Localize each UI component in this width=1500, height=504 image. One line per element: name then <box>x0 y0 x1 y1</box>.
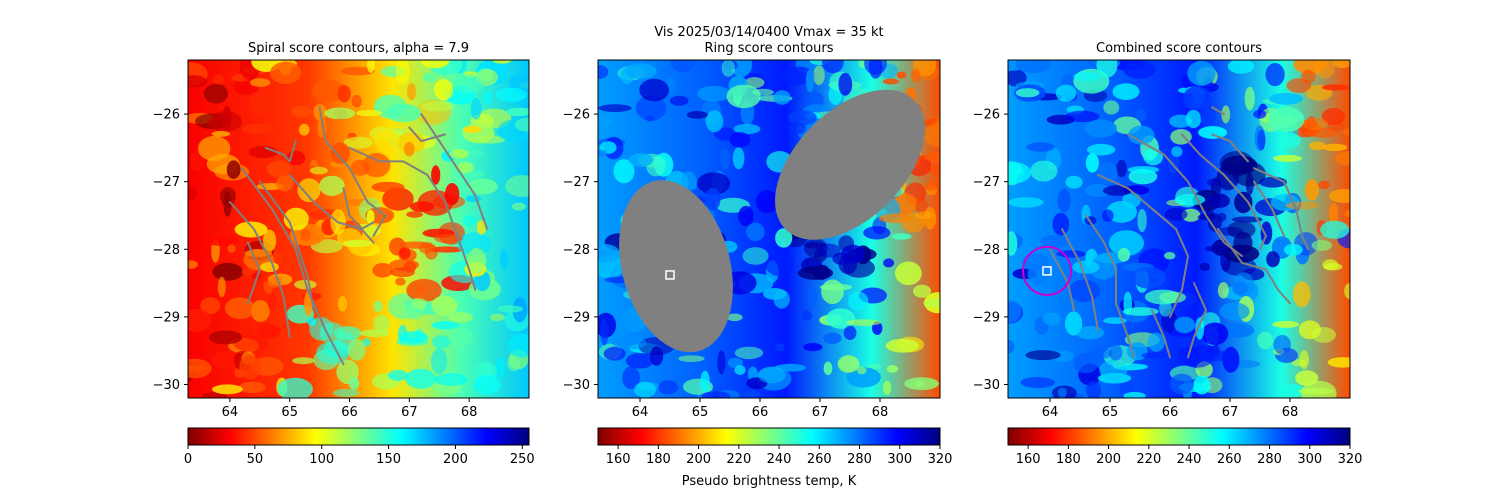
score-contour-7 <box>1211 133 1249 163</box>
y-tick-label: −29 <box>563 310 590 325</box>
y-tick-label: −28 <box>973 243 1000 258</box>
x-tick-label: 66 <box>752 405 769 420</box>
heatmap-field <box>1008 60 1350 398</box>
colorbar-tick-label: 200 <box>443 452 468 467</box>
colorbar-tick-label: 50 <box>247 452 264 467</box>
panel-3: Combined score contours 64 65 66 67 68 −26 −27 −… <box>973 41 1363 467</box>
colorbar-tick-label: 240 <box>767 452 792 467</box>
panel-title: Spiral score contours, alpha = 7.9 <box>248 41 469 56</box>
panel-1: Spiral score contours, alpha = 7.9 64 65 66… <box>153 41 535 467</box>
colorbar-tick-label: 160 <box>1016 452 1041 467</box>
score-contour-11 <box>420 113 489 230</box>
figure-suptitle: Vis 2025/03/14/0400 Vmax = 35 kt <box>654 25 883 40</box>
colorbar-tick-label: 150 <box>376 452 401 467</box>
axes-frame <box>597 59 941 399</box>
x-tick-label: 66 <box>341 405 358 420</box>
axes-frame <box>1007 59 1351 399</box>
y-tick-label: −30 <box>973 378 1000 393</box>
score-contour-2 <box>1085 214 1135 359</box>
colorbar-tick-label: 200 <box>686 452 711 467</box>
score-contour-8 <box>342 187 375 244</box>
axes-frame <box>187 59 530 399</box>
score-contour-6 <box>1181 133 1267 251</box>
y-tick-label: −26 <box>153 108 180 123</box>
score-contour-7 <box>288 173 375 230</box>
score-contour-3 <box>1061 228 1099 332</box>
y-tick-label: −30 <box>563 378 590 393</box>
score-contour-6 <box>318 106 387 237</box>
x-tick-label: 68 <box>872 405 889 420</box>
ring-score-region-2 <box>775 89 925 240</box>
x-tick-label: 66 <box>1162 405 1179 420</box>
y-tick-label: −30 <box>153 378 180 393</box>
score-contour-3 <box>228 201 291 339</box>
score-contour-12 <box>1187 282 1207 359</box>
y-tick-label: −29 <box>973 310 1000 325</box>
center-marker <box>665 270 675 280</box>
colorbar-tick-label: 220 <box>1136 452 1161 467</box>
colorbar-tick-label: 240 <box>1177 452 1202 467</box>
colorbar-tick-label: 160 <box>606 452 631 467</box>
score-contour-9 <box>1253 167 1309 251</box>
x-tick-label: 64 <box>632 405 649 420</box>
y-tick-label: −28 <box>563 243 590 258</box>
panel-title: Ring score contours <box>704 41 833 56</box>
colorbar-tick-label: 280 <box>847 452 872 467</box>
x-tick-label: 67 <box>401 405 418 420</box>
colorbar-tick-label: 220 <box>726 452 751 467</box>
score-contour-11 <box>1217 228 1291 305</box>
panel-title: Combined score contours <box>1096 41 1262 56</box>
score-contour-4 <box>246 241 261 305</box>
x-tick-label: 65 <box>692 405 709 420</box>
colorbar-label: Pseudo brightness temp, K <box>682 474 857 489</box>
score-contour-13 <box>1151 309 1171 359</box>
center-marker <box>1042 266 1052 276</box>
colorbar-tick-label: 250 <box>510 452 535 467</box>
ring-score-region-1 <box>619 180 733 353</box>
y-tick-label: −26 <box>563 108 590 123</box>
x-tick-label: 68 <box>1282 405 1299 420</box>
score-contour-1 <box>1097 173 1189 318</box>
colorbar <box>597 427 941 446</box>
y-tick-label: −27 <box>973 175 1000 190</box>
colorbar-tick-label: 320 <box>1338 452 1363 467</box>
colorbar-tick-label: 260 <box>807 452 832 467</box>
score-contour-2 <box>240 167 345 366</box>
x-tick-label: 65 <box>1102 405 1119 420</box>
y-tick-label: −27 <box>563 175 590 190</box>
colorbar-tick-label: 300 <box>887 452 912 467</box>
panel-2: Ring score contours 64 65 66 67 68 −26 −27 −28 −2… <box>563 41 953 467</box>
y-tick-label: −29 <box>153 310 180 325</box>
colorbar-tick-label: 200 <box>1096 452 1121 467</box>
colorbar-tick-label: 180 <box>1056 452 1081 467</box>
score-contour-8 <box>1253 180 1285 237</box>
score-contour-10 <box>1211 106 1225 116</box>
colorbar-tick-label: 0 <box>184 452 192 467</box>
y-tick-label: −28 <box>153 243 180 258</box>
x-tick-label: 67 <box>1222 405 1239 420</box>
y-tick-label: −26 <box>973 108 1000 123</box>
score-contour-5 <box>258 180 315 312</box>
colorbar <box>187 427 530 446</box>
colorbar-tick-label: 100 <box>309 452 334 467</box>
x-tick-label: 68 <box>461 405 478 420</box>
score-contour-9 <box>348 146 477 291</box>
colorbar-tick-label: 320 <box>928 452 953 467</box>
score-contour-1 <box>264 140 297 163</box>
colorbar <box>1007 427 1351 446</box>
x-tick-label: 67 <box>812 405 829 420</box>
heatmap-field <box>188 60 529 398</box>
ring-marker <box>1022 245 1072 296</box>
x-tick-label: 65 <box>281 405 298 420</box>
colorbar-tick-label: 280 <box>1257 452 1282 467</box>
colorbar-tick-label: 180 <box>646 452 671 467</box>
colorbar-tick-label: 300 <box>1297 452 1322 467</box>
colorbar-tick-label: 260 <box>1217 452 1242 467</box>
x-tick-label: 64 <box>1042 405 1059 420</box>
score-contour-5 <box>1127 133 1243 257</box>
y-tick-label: −27 <box>153 175 180 190</box>
x-tick-label: 64 <box>222 405 239 420</box>
